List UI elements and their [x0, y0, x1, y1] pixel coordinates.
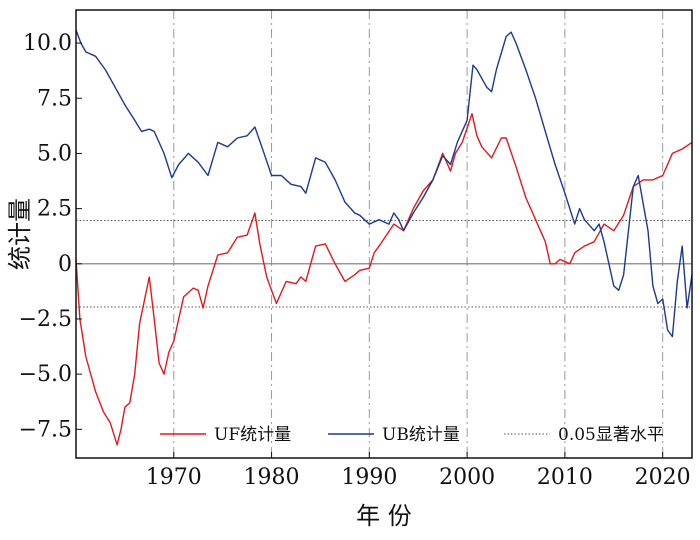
x-axis-title: 年 份	[356, 502, 412, 530]
x-axis-ticks: 1970 1980 1990 2000 2010 2020	[146, 452, 691, 490]
y-axis-title: 统计量	[6, 198, 34, 270]
x-tick-label: 2020	[635, 465, 691, 490]
reference-lines	[76, 220, 692, 308]
plot-frame	[75, 9, 693, 459]
x-tick-label: 1990	[341, 465, 397, 490]
y-tick-label: 0	[58, 252, 72, 277]
y-tick-label: −5.0	[19, 362, 72, 387]
ub-series-line	[75, 29, 693, 338]
y-tick-label: −7.5	[19, 417, 72, 442]
data-series	[75, 29, 693, 446]
x-tick-label: 2010	[537, 465, 593, 490]
y-tick-label: 5.0	[37, 141, 72, 166]
legend-label: 0.05显著水平	[558, 425, 664, 445]
legend-label: UB统计量	[382, 425, 460, 445]
y-tick-label: −2.5	[19, 307, 72, 332]
y-tick-label: 2.5	[37, 197, 72, 222]
y-tick-label: 7.5	[37, 86, 72, 111]
x-tick-label: 2000	[439, 465, 495, 490]
uf-series-line	[75, 113, 693, 446]
legend: UF统计量 UB统计量 0.05显著水平	[160, 425, 664, 445]
x-tick-label: 1970	[146, 465, 202, 490]
y-axis-ticks: −7.5 −5.0 −2.5 0 2.5 5.0 7.5 10.0	[19, 31, 82, 442]
gridlines	[173, 10, 664, 458]
y-tick-label: 10.0	[23, 31, 72, 56]
legend-label: UF统计量	[214, 425, 291, 445]
x-tick-label: 1980	[244, 465, 300, 490]
